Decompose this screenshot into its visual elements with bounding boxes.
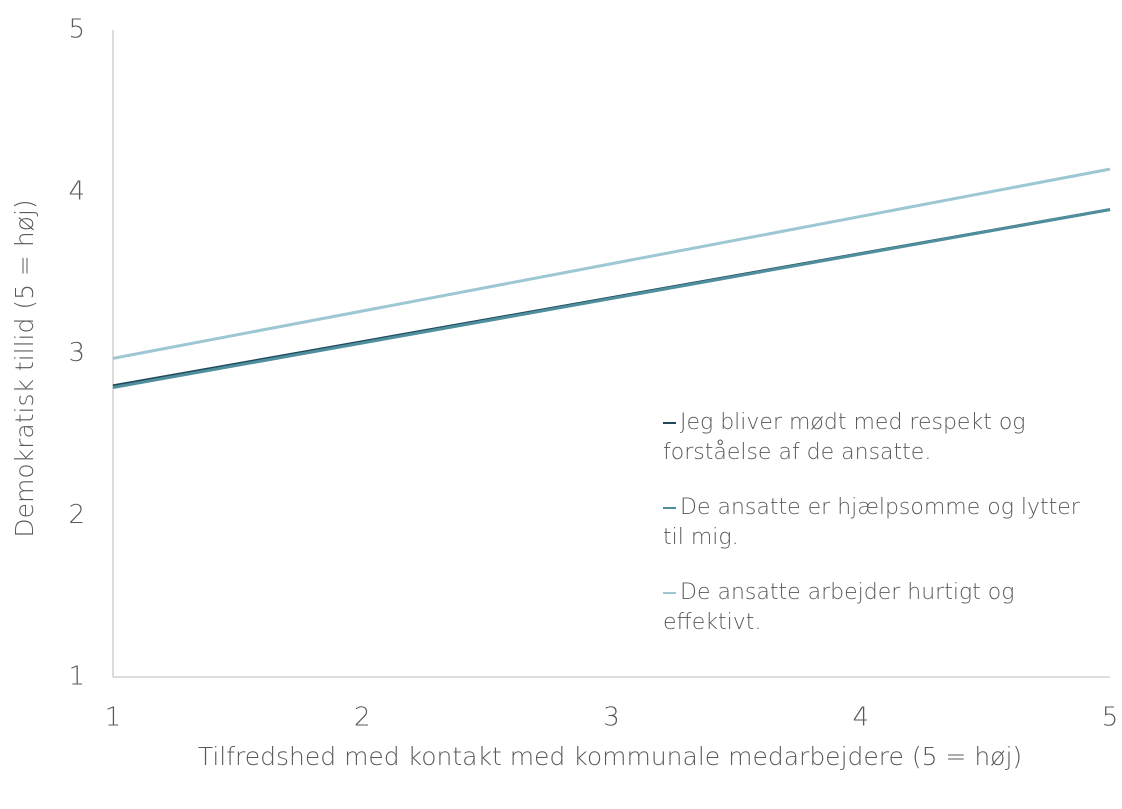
y-tick-label: 2 <box>68 500 85 530</box>
legend-swatch <box>663 507 676 509</box>
legend-label: De ansatte arbejder hurtigt og effektivt… <box>663 580 1015 635</box>
y-axis-title: Demokratisk tillid (5 = høj) <box>10 199 39 537</box>
x-tick-label: 2 <box>354 703 371 733</box>
series-line <box>112 167 1111 360</box>
x-tick-label: 1 <box>105 703 122 733</box>
x-tick-label: 4 <box>852 703 869 733</box>
x-tick-label: 5 <box>1102 703 1119 733</box>
y-tick-label: 3 <box>68 338 85 368</box>
x-axis-title: Tilfredshed med kontakt med kommunale me… <box>197 742 1023 771</box>
series-line <box>112 208 1111 389</box>
legend-swatch <box>663 592 676 594</box>
legend-label: De ansatte er hjælpsomme og lytter til m… <box>663 495 1080 550</box>
legend-entry: De ansatte arbejder hurtigt og effektivt… <box>663 578 1083 638</box>
x-tick-label: 3 <box>603 703 620 733</box>
legend-entry: De ansatte er hjælpsomme og lytter til m… <box>663 493 1083 553</box>
y-tick-label: 1 <box>68 662 85 692</box>
legend-entry: Jeg bliver mødt med respekt og forståels… <box>663 408 1083 468</box>
legend-label: Jeg bliver mødt med respekt og forståels… <box>663 410 1026 465</box>
legend: Jeg bliver mødt med respekt og forståels… <box>663 408 1083 663</box>
y-tick-label: 5 <box>68 15 85 45</box>
y-tick-label: 4 <box>68 176 85 206</box>
legend-swatch <box>663 422 676 424</box>
